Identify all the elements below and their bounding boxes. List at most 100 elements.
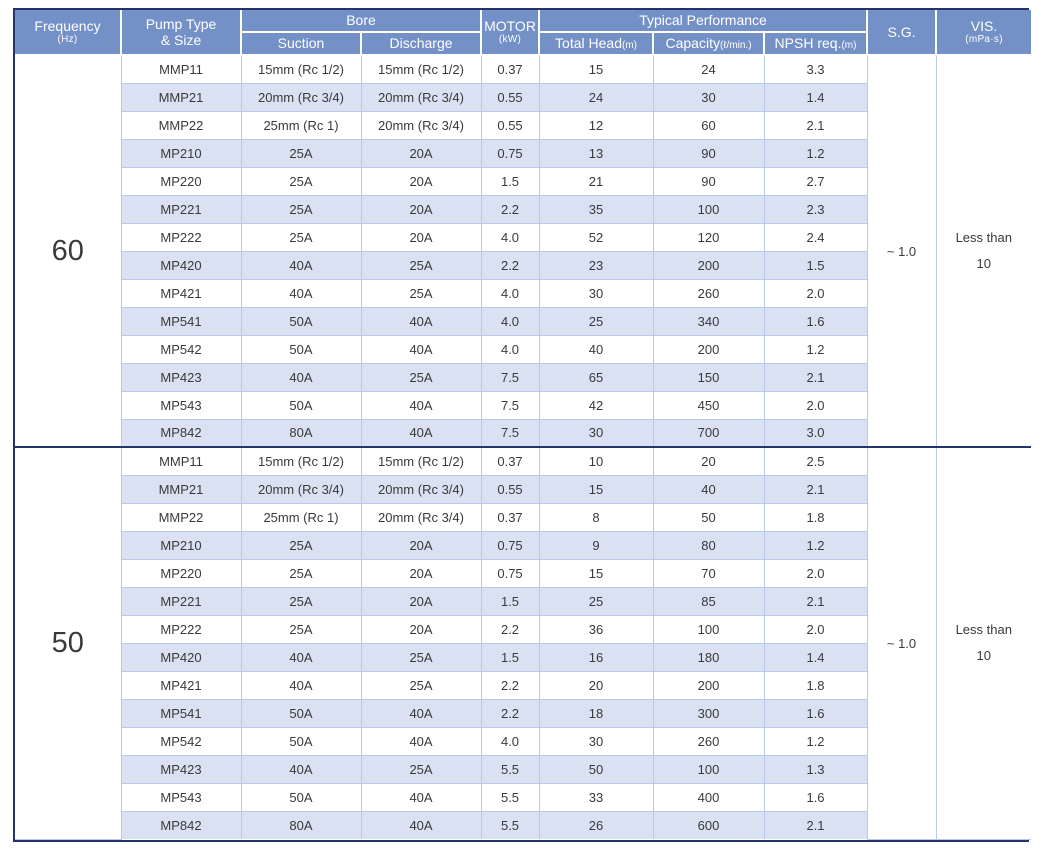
suction-bore-cell: 25A [240,194,362,224]
pump-model-cell: MP222 [120,614,242,644]
header-discharge: Discharge [359,31,483,56]
npsh-cell: 1.2 [763,334,868,364]
pump-model-cell: MP542 [120,334,242,364]
discharge-bore-cell: 40A [360,334,482,364]
suction-bore-cell: 25mm (Rc 1) [240,502,362,532]
total-head-cell: 52 [538,222,654,252]
motor-kw-cell: 0.37 [480,446,540,476]
pump-row: MP542 50A 40A 4.0 30 260 1.2 [15,726,1032,756]
discharge-bore-cell: 40A [360,782,482,812]
discharge-bore-cell: 25A [360,250,482,280]
suction-bore-cell: 50A [240,726,362,756]
discharge-bore-cell: 20A [360,166,482,196]
suction-bore-cell: 50A [240,306,362,336]
npsh-cell: 2.0 [763,614,868,644]
motor-kw-cell: 2.2 [480,250,540,280]
suction-bore-cell: 25mm (Rc 1) [240,110,362,140]
suction-bore-cell: 40A [240,670,362,700]
header-pump-type-line2: & Size [160,32,202,48]
npsh-cell: 2.1 [763,810,868,839]
npsh-cell: 2.1 [763,110,868,140]
header-vis-label: VIS. [970,18,998,35]
header-capacity-label: Capacity [665,35,720,52]
discharge-bore-cell: 15mm (Rc 1/2) [360,54,482,84]
suction-bore-cell: 80A [240,810,362,839]
npsh-cell: 2.1 [763,474,868,504]
pump-model-cell: MMP21 [120,82,242,112]
pump-row: MMP22 25mm (Rc 1) 20mm (Rc 3/4) 0.55 12 60 2.1 [15,110,1032,140]
motor-kw-cell: 0.75 [480,558,540,588]
pump-row: MP210 25A 20A 0.75 13 90 1.2 [15,138,1032,168]
motor-kw-cell: 4.0 [480,278,540,308]
discharge-bore-cell: 40A [360,726,482,756]
pump-row: 50 MMP11 15mm (Rc 1/2) 15mm (Rc 1/2) 0.37 10 2… [15,446,1032,840]
npsh-cell: 1.4 [763,642,868,672]
total-head-cell: 12 [538,110,654,140]
capacity-cell: 60 [652,110,765,140]
frequency-value-cell: 50 [15,446,122,840]
capacity-cell: 100 [652,754,765,784]
pump-model-cell: MP222 [120,222,242,252]
capacity-cell: 40 [652,474,765,504]
pump-model-cell: MP420 [120,250,242,280]
npsh-cell: 2.3 [763,194,868,224]
motor-kw-cell: 7.5 [480,418,540,447]
npsh-cell: 3.0 [763,418,868,447]
npsh-cell: 1.2 [763,138,868,168]
header-capacity: Capacity(ℓ/min.) [652,31,766,56]
capacity-cell: 180 [652,642,765,672]
total-head-cell: 30 [538,726,654,756]
sg-value-cell: ~ 1.0 [866,54,937,448]
header-sg: S.G. [866,10,938,56]
npsh-cell: 1.5 [763,250,868,280]
pump-row: 60 MMP11 15mm (Rc 1/2) 15mm (Rc 1/2) 0.37 15 2… [15,54,1032,448]
suction-bore-cell: 15mm (Rc 1/2) [240,54,362,84]
capacity-cell: 200 [652,334,765,364]
pump-row: MP222 25A 20A 4.0 52 120 2.4 [15,222,1032,252]
npsh-cell: 1.6 [763,306,868,336]
suction-bore-cell: 25A [240,614,362,644]
discharge-bore-cell: 15mm (Rc 1/2) [360,446,482,476]
discharge-bore-cell: 25A [360,642,482,672]
capacity-cell: 260 [652,278,765,308]
discharge-bore-cell: 25A [360,278,482,308]
header-frequency: Frequency (Hz) [15,10,122,56]
total-head-cell: 9 [538,530,654,560]
motor-kw-cell: 0.55 [480,82,540,112]
total-head-cell: 24 [538,82,654,112]
pump-row: MP423 40A 25A 5.5 50 100 1.3 [15,754,1032,784]
pump-row: MP222 25A 20A 2.2 36 100 2.0 [15,614,1032,644]
motor-kw-cell: 0.55 [480,474,540,504]
header-typical-performance: Typical Performance [538,10,869,33]
pump-row: MP542 50A 40A 4.0 40 200 1.2 [15,334,1032,364]
discharge-bore-cell: 20A [360,586,482,616]
total-head-cell: 16 [538,642,654,672]
pump-row: MMP21 20mm (Rc 3/4) 20mm (Rc 3/4) 0.55 15 40 2… [15,474,1032,504]
header-npsh-label: NPSH req. [774,35,842,52]
motor-kw-cell: 5.5 [480,810,540,839]
header-total-head: Total Head(m) [538,31,655,56]
suction-bore-cell: 40A [240,362,362,392]
header-frequency-label: Frequency [34,18,101,35]
pump-model-cell: MMP11 [120,446,242,476]
capacity-cell: 100 [652,194,765,224]
npsh-cell: 1.2 [763,726,868,756]
pump-row: MP221 25A 20A 1.5 25 85 2.1 [15,586,1032,616]
pump-model-cell: MMP22 [120,110,242,140]
motor-kw-cell: 2.2 [480,614,540,644]
total-head-cell: 21 [538,166,654,196]
motor-kw-cell: 5.5 [480,782,540,812]
capacity-cell: 400 [652,782,765,812]
motor-kw-cell: 4.0 [480,306,540,336]
capacity-cell: 80 [652,530,765,560]
capacity-cell: 450 [652,390,765,420]
suction-bore-cell: 50A [240,782,362,812]
discharge-bore-cell: 20mm (Rc 3/4) [360,110,482,140]
header-row-1: Frequency (Hz) Pump Type & Size Bore MOT… [15,10,1032,56]
frequency-value-cell: 60 [15,54,122,448]
pump-row: MP423 40A 25A 7.5 65 150 2.1 [15,362,1032,392]
npsh-cell: 2.0 [763,390,868,420]
pump-model-cell: MMP21 [120,474,242,504]
total-head-cell: 36 [538,614,654,644]
